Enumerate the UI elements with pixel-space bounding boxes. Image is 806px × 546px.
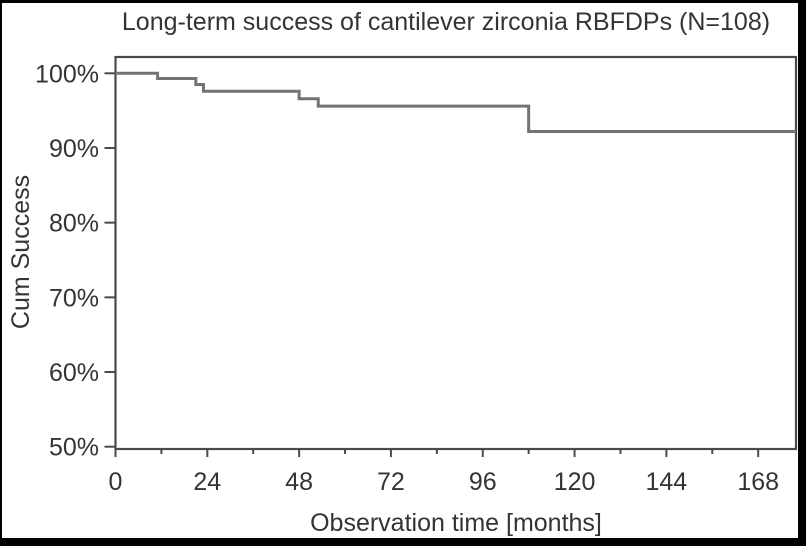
scan-border-bottom xyxy=(0,538,806,546)
survival-curve xyxy=(115,71,796,134)
x-tick-label: 120 xyxy=(554,468,596,496)
x-axis: 0 24 48 72 96 120 144 168 xyxy=(109,449,779,496)
scan-border-top xyxy=(0,0,806,3)
x-tick-label: 48 xyxy=(285,468,313,496)
x-tick-label: 168 xyxy=(737,468,779,496)
x-tick-label: 72 xyxy=(377,468,405,496)
y-axis: 100% 90% 80% 70% 60% 50% xyxy=(35,60,116,462)
plot-frame xyxy=(114,55,798,451)
x-axis-title: Observation time [months] xyxy=(310,509,602,537)
y-tick-label: 80% xyxy=(49,210,99,238)
scan-border-left xyxy=(0,0,2,546)
survival-curve-path xyxy=(115,71,796,134)
scan-border-right xyxy=(798,0,806,546)
x-tick-label: 96 xyxy=(469,468,497,496)
y-tick-label: 60% xyxy=(49,359,99,387)
x-tick-label: 0 xyxy=(109,468,123,496)
chart-title: Long-term success of cantilever zirconia… xyxy=(121,8,771,36)
y-tick-label: 70% xyxy=(49,284,99,312)
y-tick-label: 50% xyxy=(49,434,99,462)
x-tick-label: 24 xyxy=(193,468,221,496)
y-tick-label: 100% xyxy=(35,60,99,88)
x-tick-label: 144 xyxy=(646,468,688,496)
y-tick-label: 90% xyxy=(49,135,99,163)
plot-frame-rect xyxy=(114,55,798,451)
y-axis-title: Cum Success xyxy=(7,175,35,329)
